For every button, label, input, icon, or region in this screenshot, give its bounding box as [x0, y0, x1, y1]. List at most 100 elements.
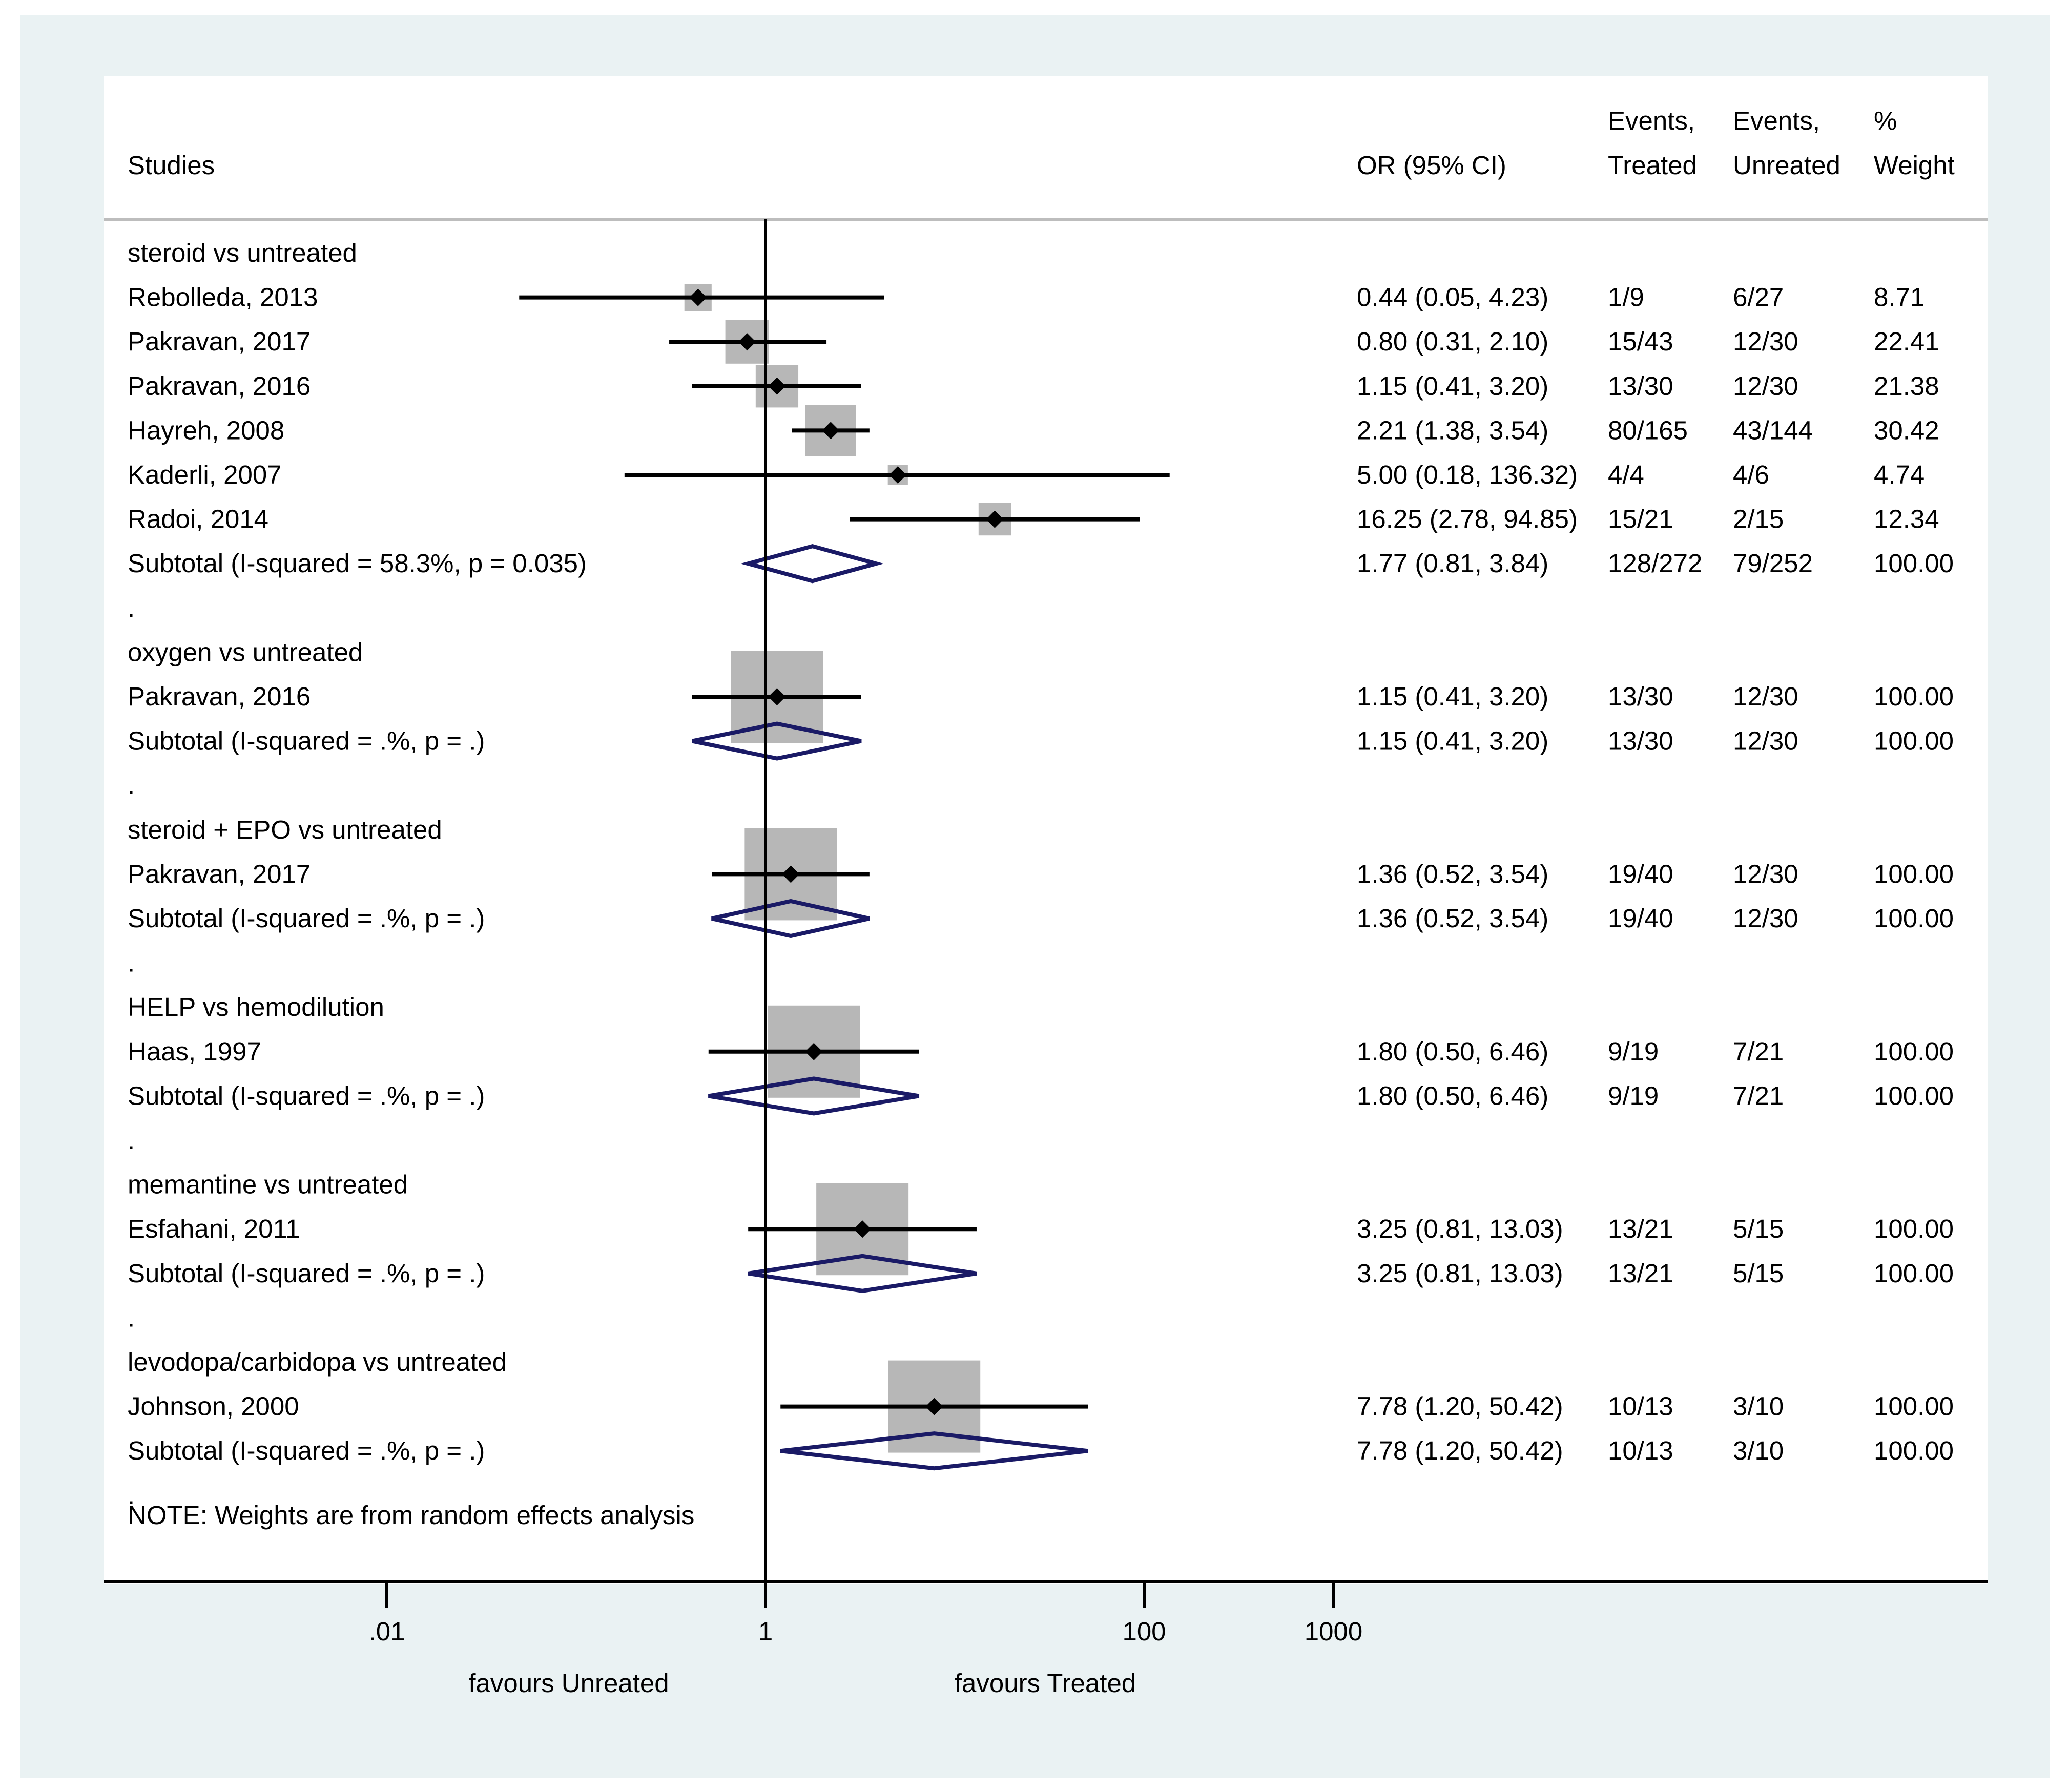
- study-label: Pakravan, 2017: [128, 327, 311, 356]
- events-unreated-value: 4/6: [1733, 460, 1769, 489]
- events-treated-value: 4/4: [1608, 460, 1644, 489]
- subtotal-label: Subtotal (I-squared = .%, p = .): [128, 904, 485, 933]
- weight-value: 30.42: [1874, 415, 1939, 445]
- gap-marker: .: [128, 1481, 135, 1510]
- events-unreated-value: 3/10: [1733, 1436, 1784, 1465]
- events-treated-value: 15/43: [1608, 327, 1673, 356]
- group-label: steroid + EPO vs untreated: [128, 815, 442, 844]
- header-events-unreated-line1: Events,: [1733, 106, 1820, 135]
- events-treated-value: 1/9: [1608, 283, 1644, 312]
- ci-value: 1.80 (0.50, 6.46): [1357, 1037, 1548, 1066]
- header-studies: Studies: [128, 151, 215, 180]
- weight-value: 100.00: [1874, 549, 1954, 578]
- ci-value: 0.44 (0.05, 4.23): [1357, 283, 1548, 312]
- subtotal-label: Subtotal (I-squared = .%, p = .): [128, 1259, 485, 1288]
- events-unreated-value: 7/21: [1733, 1081, 1784, 1110]
- subtotal-label: Subtotal (I-squared = .%, p = .): [128, 1081, 485, 1110]
- weight-value: 100.00: [1874, 1214, 1954, 1243]
- ci-value: 7.78 (1.20, 50.42): [1357, 1392, 1563, 1421]
- study-label: Rebolleda, 2013: [128, 283, 318, 312]
- events-unreated-value: 5/15: [1733, 1214, 1784, 1243]
- gap-marker: .: [128, 770, 135, 800]
- point-estimate-marker: [854, 1220, 872, 1238]
- header-weight-line2: Weight: [1874, 151, 1955, 180]
- ci-value: 16.25 (2.78, 94.85): [1357, 505, 1578, 534]
- weight-value: 100.00: [1874, 1037, 1954, 1066]
- ci-value: 0.80 (0.31, 2.10): [1357, 327, 1548, 356]
- weight-value: 100.00: [1874, 682, 1954, 711]
- events-treated-value: 13/21: [1608, 1259, 1673, 1288]
- study-label: Kaderli, 2007: [128, 460, 282, 489]
- x-tick-label: .01: [369, 1617, 405, 1646]
- point-estimate-marker: [738, 333, 756, 351]
- favours-right-label: favours Treated: [955, 1669, 1136, 1698]
- events-unreated-value: 79/252: [1733, 549, 1813, 578]
- subtotal-diamond: [748, 1254, 977, 1293]
- events-treated-value: 13/30: [1608, 682, 1673, 711]
- point-estimate-marker: [689, 288, 707, 306]
- events-treated-value: 128/272: [1608, 549, 1702, 578]
- gap-marker: .: [128, 593, 135, 622]
- group-label: steroid vs untreated: [128, 238, 357, 267]
- gap-marker: .: [128, 1303, 135, 1332]
- events-treated-value: 10/13: [1608, 1436, 1673, 1465]
- subtotal-diamond: [740, 544, 884, 584]
- favours-left-label: favours Unreated: [468, 1669, 669, 1698]
- weight-value: 8.71: [1874, 283, 1925, 312]
- events-treated-value: 10/13: [1608, 1392, 1673, 1421]
- x-tick-label: 1000: [1305, 1617, 1362, 1646]
- events-unreated-value: 7/21: [1733, 1037, 1784, 1066]
- gap-marker: .: [128, 1126, 135, 1155]
- note-text: NOTE: Weights are from random effects an…: [128, 1501, 694, 1530]
- gap-marker: .: [128, 948, 135, 977]
- weight-value: 22.41: [1874, 327, 1939, 356]
- ci-value: 7.78 (1.20, 50.42): [1357, 1436, 1563, 1465]
- events-unreated-value: 3/10: [1733, 1392, 1784, 1421]
- ci-value: 5.00 (0.18, 136.32): [1357, 460, 1578, 489]
- header-events-unreated-line2: Unreated: [1733, 151, 1840, 180]
- ci-value: 1.80 (0.50, 6.46): [1357, 1081, 1548, 1110]
- weight-value: 21.38: [1874, 371, 1939, 401]
- weight-value: 100.00: [1874, 1081, 1954, 1110]
- header-or: OR (95% CI): [1357, 151, 1506, 180]
- ci-value: 3.25 (0.81, 13.03): [1357, 1259, 1563, 1288]
- weight-value: 100.00: [1874, 726, 1954, 756]
- events-treated-value: 19/40: [1608, 859, 1673, 888]
- subtotal-diamond: [692, 721, 862, 761]
- subtotal-diamond: [708, 1076, 920, 1116]
- study-label: Johnson, 2000: [128, 1392, 299, 1421]
- study-label: Radoi, 2014: [128, 505, 268, 534]
- header-events-treated-line1: Events,: [1608, 106, 1695, 135]
- events-unreated-value: 5/15: [1733, 1259, 1784, 1288]
- point-estimate-marker: [805, 1043, 823, 1060]
- events-unreated-value: 12/30: [1733, 904, 1798, 933]
- study-label: Pakravan, 2016: [128, 682, 311, 711]
- events-treated-value: 13/30: [1608, 726, 1673, 756]
- events-treated-value: 9/19: [1608, 1037, 1659, 1066]
- events-unreated-value: 12/30: [1733, 327, 1798, 356]
- ci-value: 1.15 (0.41, 3.20): [1357, 682, 1548, 711]
- events-unreated-value: 12/30: [1733, 682, 1798, 711]
- x-tick-label: 100: [1122, 1617, 1166, 1646]
- weight-value: 100.00: [1874, 1436, 1954, 1465]
- ci-value: 1.15 (0.41, 3.20): [1357, 726, 1548, 756]
- ci-value: 3.25 (0.81, 13.03): [1357, 1214, 1563, 1243]
- events-unreated-value: 12/30: [1733, 859, 1798, 888]
- weight-value: 100.00: [1874, 904, 1954, 933]
- events-unreated-value: 2/15: [1733, 505, 1784, 534]
- point-estimate-marker: [768, 377, 786, 395]
- events-unreated-value: 43/144: [1733, 415, 1813, 445]
- group-label: levodopa/carbidopa vs untreated: [128, 1347, 507, 1377]
- events-treated-value: 80/165: [1608, 415, 1688, 445]
- plot-panel: [104, 76, 1988, 1584]
- subtotal-label: Subtotal (I-squared = .%, p = .): [128, 726, 485, 756]
- events-treated-value: 9/19: [1608, 1081, 1659, 1110]
- events-treated-value: 19/40: [1608, 904, 1673, 933]
- ci-value: 1.15 (0.41, 3.20): [1357, 371, 1548, 401]
- study-label: Esfahani, 2011: [128, 1214, 300, 1243]
- point-estimate-marker: [822, 422, 840, 440]
- subtotal-diamond: [780, 1431, 1088, 1471]
- point-estimate-marker: [889, 466, 907, 484]
- events-treated-value: 13/30: [1608, 371, 1673, 401]
